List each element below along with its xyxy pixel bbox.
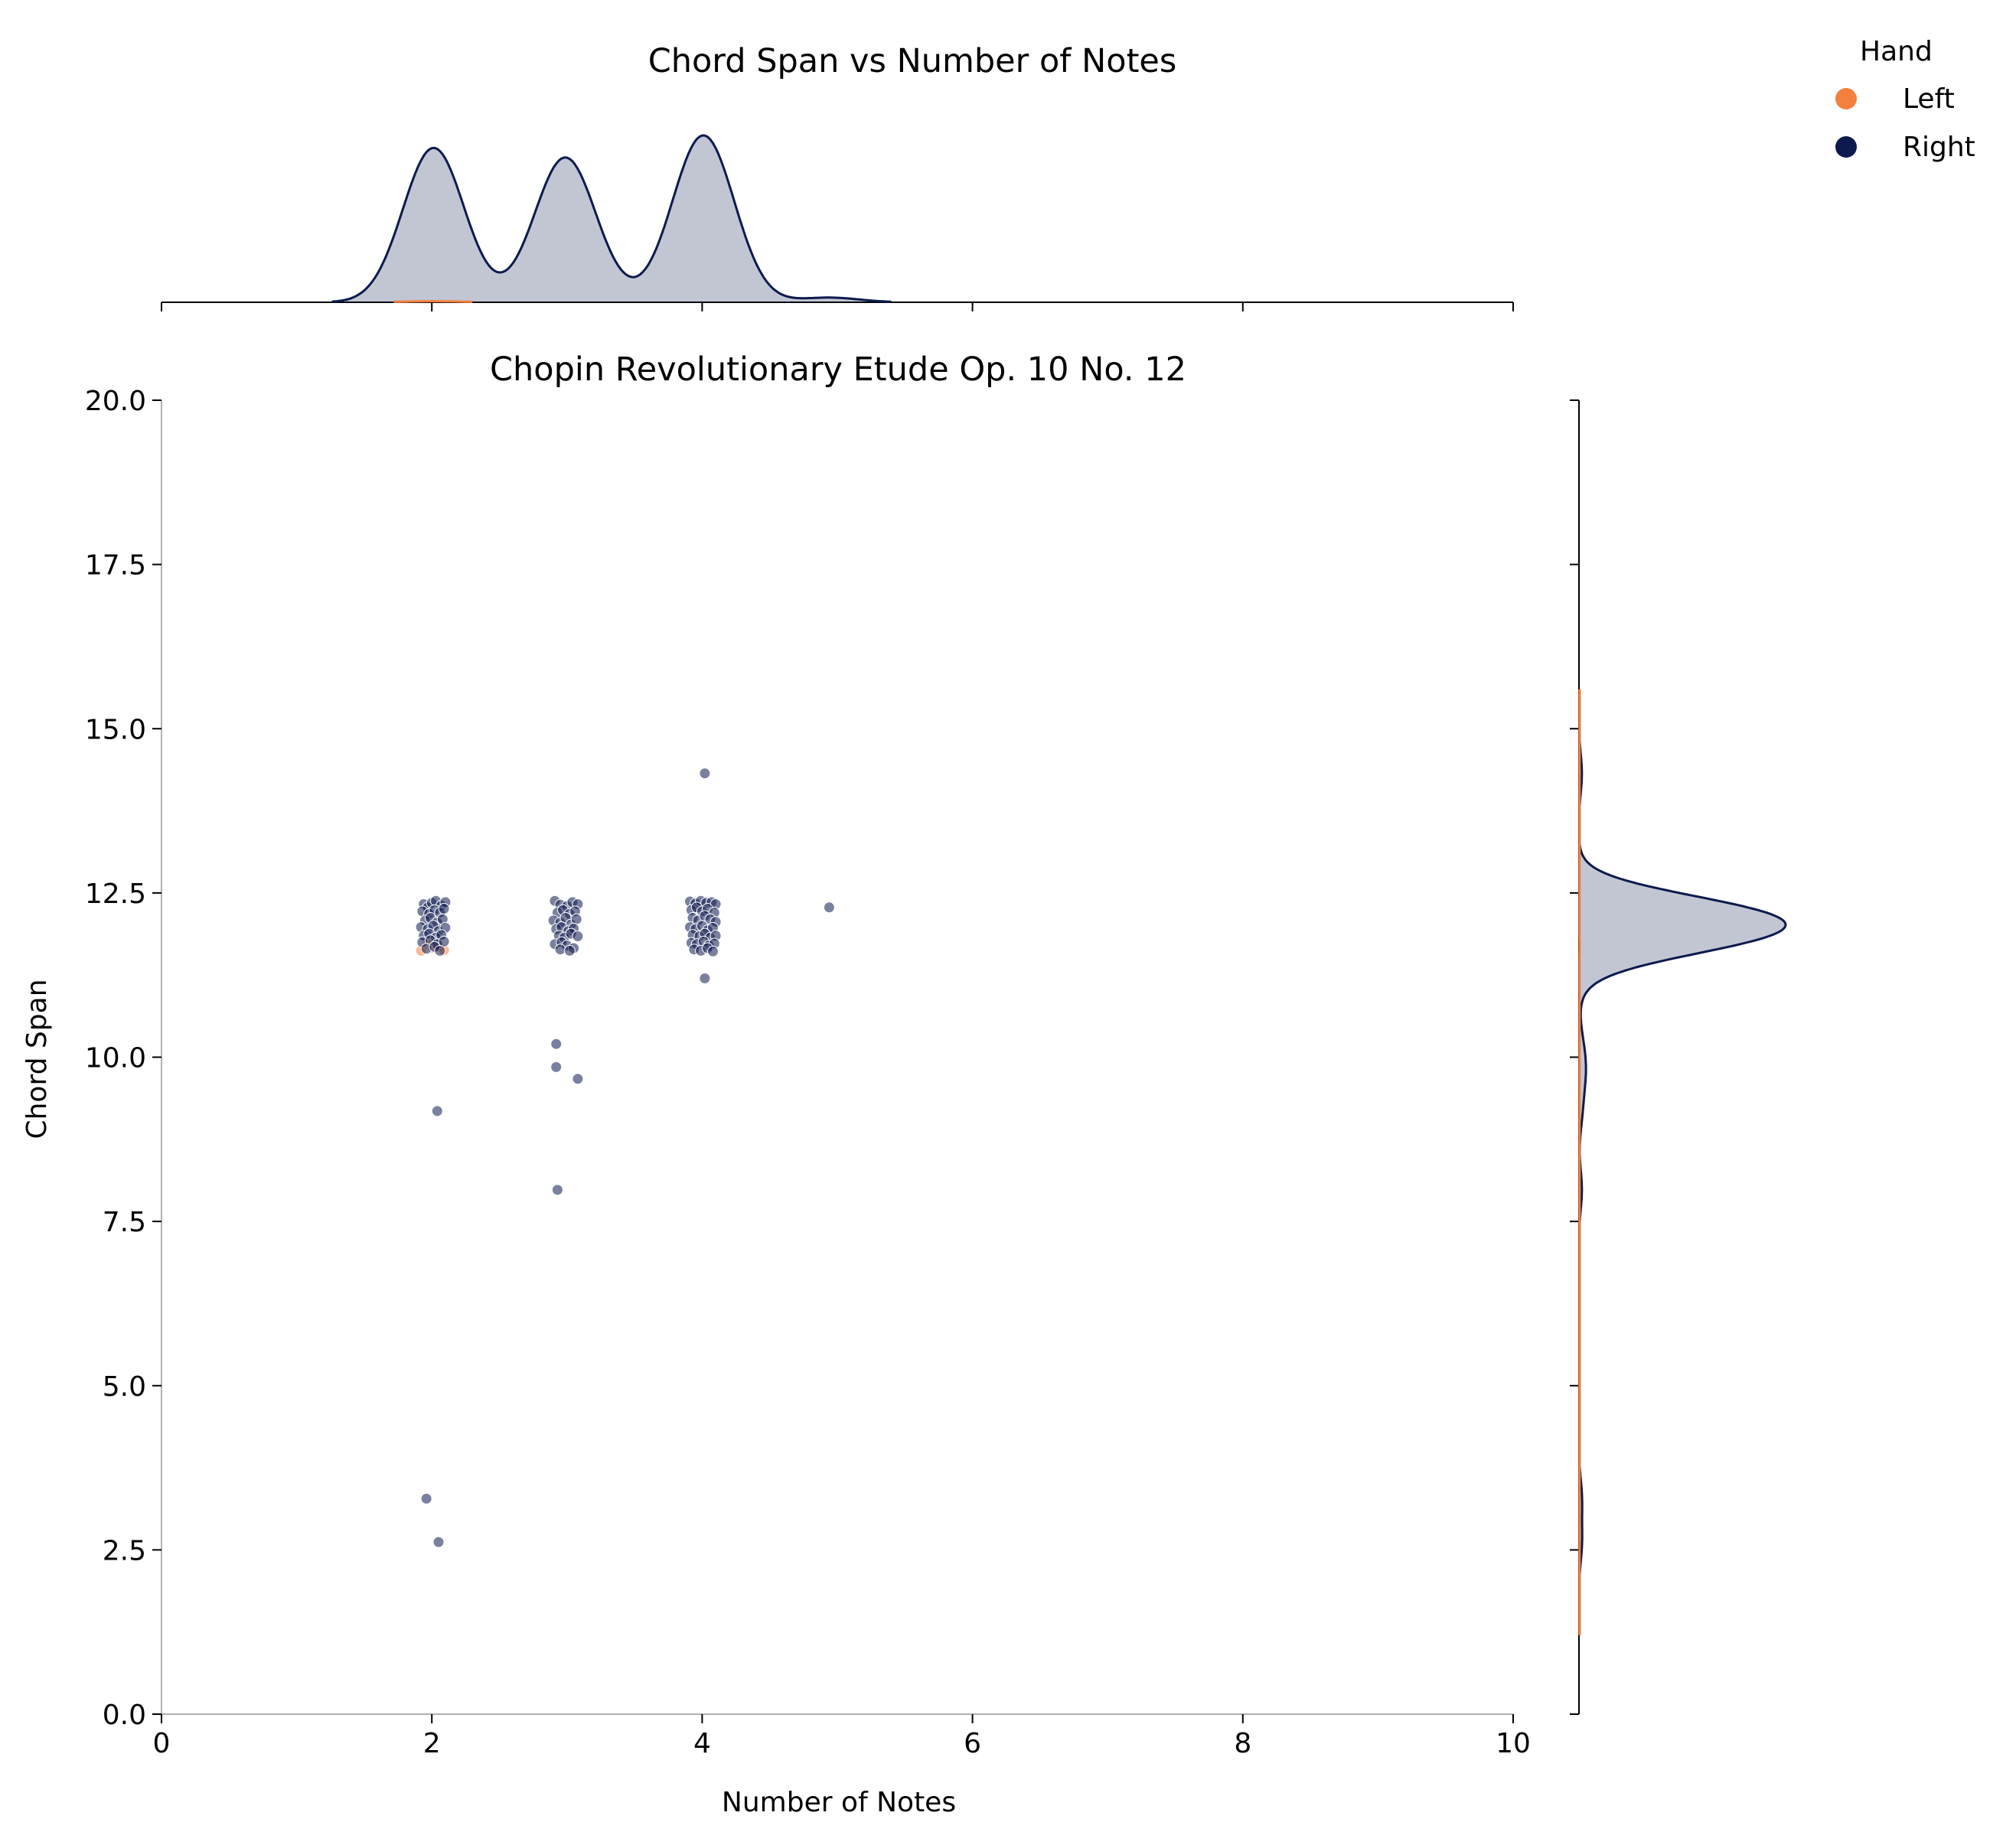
top-kde-marginal <box>161 134 1514 311</box>
legend-marker-right <box>1835 136 1857 158</box>
legend: Hand Left Right <box>1835 36 1975 163</box>
y-tick-label: 0.0 <box>103 1700 146 1731</box>
scatter-point-right <box>551 1184 563 1196</box>
right-kde-fill-right <box>1579 689 1786 1636</box>
right-kde-marginal <box>1570 399 1787 1715</box>
legend-title: Hand <box>1860 36 1933 67</box>
scatter-point-right <box>438 903 450 914</box>
scatter-point-right <box>572 931 584 942</box>
x-tick-label: 2 <box>423 1728 441 1759</box>
y-tick-label: 10.0 <box>85 1043 146 1074</box>
scatter-point-right <box>554 944 566 956</box>
scatter-point-right <box>707 945 719 957</box>
scatter-point-right <box>699 973 711 984</box>
y-tick-label: 15.0 <box>85 714 146 745</box>
scatter-point-right <box>563 944 576 957</box>
legend-label-left: Left <box>1903 83 1955 115</box>
y-tick-label: 7.5 <box>103 1207 146 1238</box>
y-tick-label: 5.0 <box>103 1371 146 1403</box>
legend-label-right: Right <box>1903 132 1975 163</box>
main-axes: 0 2 4 6 8 10 0.0 2.5 5.0 7.5 10.0 12.5 15.0 17.5 20.0 <box>85 386 1531 1759</box>
scatter-points <box>415 768 835 1548</box>
x-tick-label: 0 <box>153 1728 171 1759</box>
x-tick-label: 10 <box>1496 1728 1531 1759</box>
scatter-point-right <box>823 901 835 914</box>
right-kde-line-right <box>1578 689 1787 1635</box>
y-axis-label: Chord Span <box>21 979 53 1139</box>
x-tick-label: 4 <box>693 1728 711 1759</box>
x-axis-label: Number of Notes <box>722 1787 956 1818</box>
x-tick-label: 6 <box>964 1728 981 1759</box>
legend-marker-left <box>1835 88 1857 109</box>
scatter-point-right <box>432 1536 445 1548</box>
scatter-point-right <box>434 944 446 957</box>
top-kde-fill-right <box>331 135 892 302</box>
scatter-point-right <box>550 1038 563 1050</box>
top-kde-line-right <box>331 134 892 303</box>
scatter-point-right <box>572 1073 584 1085</box>
x-tick-label: 8 <box>1234 1728 1251 1759</box>
scatter-point-right <box>550 1061 563 1073</box>
suptitle: Chord Span vs Number of Notes <box>648 42 1177 80</box>
scatter-point-right <box>420 1492 432 1504</box>
y-tick-label: 17.5 <box>85 550 146 582</box>
plot-title: Chopin Revolutionary Etude Op. 10 No. 12 <box>490 350 1186 389</box>
scatter-point-right <box>431 1105 443 1117</box>
scatter-point-right <box>699 768 711 780</box>
y-tick-label: 2.5 <box>103 1535 146 1566</box>
y-tick-label: 12.5 <box>85 879 146 910</box>
y-tick-label: 20.0 <box>85 386 146 417</box>
